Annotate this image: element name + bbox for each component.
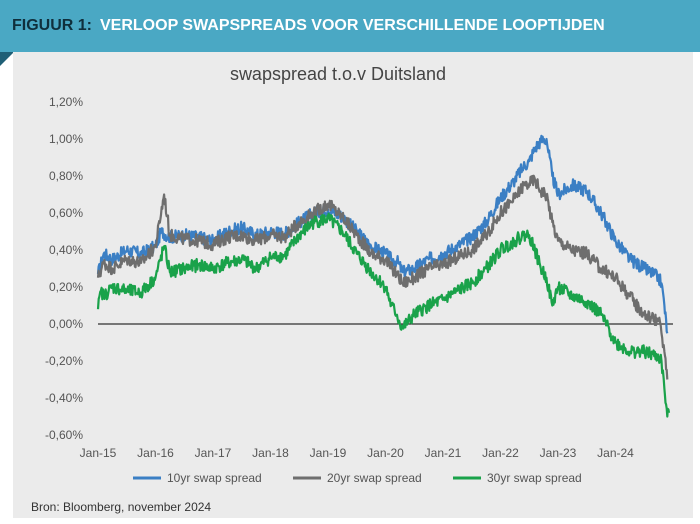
y-tick-label: 1,00% — [49, 132, 83, 146]
figure-label: FIGUUR 1: — [12, 17, 92, 34]
x-axis: Jan-15 Jan-16 Jan-17 Jan-18 Jan-19 Jan-20 Jan-… — [80, 446, 635, 460]
x-tick-label: Jan-20 — [367, 446, 404, 460]
y-tick-label: 0,40% — [49, 243, 83, 257]
figure-header: FIGUUR 1: VERLOOP SWAPSPREADS VOOR VERSCH… — [0, 0, 700, 52]
y-tick-label: 0,20% — [49, 280, 83, 294]
y-tick-label: -0,40% — [45, 391, 83, 405]
y-tick-label: 0,60% — [49, 206, 83, 220]
series-line-2 — [96, 174, 669, 380]
y-tick-label: -0,60% — [45, 428, 83, 442]
x-tick-label: Jan-18 — [252, 446, 289, 460]
x-tick-label: Jan-19 — [310, 446, 347, 460]
figure-title: FIGUUR 1: VERLOOP SWAPSPREADS VOOR VERSCH… — [12, 0, 605, 52]
legend-label-2: 20yr swap spread — [327, 471, 422, 485]
legend: 10yr swap spread 20yr swap spread 30yr swa… — [133, 471, 582, 485]
y-tick-label: 0,80% — [49, 169, 83, 183]
y-tick-label: 1,20% — [49, 95, 83, 109]
chart-title: swapspread t.o.v Duitsland — [230, 64, 446, 84]
legend-label-1: 10yr swap spread — [167, 471, 262, 485]
source-note: Bron: Bloomberg, november 2024 — [31, 500, 212, 514]
x-tick-label: Jan-17 — [195, 446, 232, 460]
series-lines — [96, 134, 671, 418]
chart-panel: swapspread t.o.v Duitsland 1,20% 1,00% 0,8… — [13, 52, 693, 518]
legend-label-3: 30yr swap spread — [487, 471, 582, 485]
chart: swapspread t.o.v Duitsland 1,20% 1,00% 0,8… — [45, 64, 673, 485]
x-tick-label: Jan-24 — [597, 446, 634, 460]
header-fold-decoration — [0, 52, 14, 66]
x-tick-label: Jan-21 — [425, 446, 462, 460]
y-axis: 1,20% 1,00% 0,80% 0,60% 0,40% 0,20% 0,00% -0,20… — [45, 95, 83, 442]
series-line-1 — [96, 134, 669, 334]
x-tick-label: Jan-23 — [540, 446, 577, 460]
series-line-3 — [96, 212, 671, 418]
figure-title-text: VERLOOP SWAPSPREADS VOOR VERSCHILLENDE L… — [100, 17, 605, 34]
x-tick-label: Jan-16 — [137, 446, 174, 460]
x-tick-label: Jan-15 — [80, 446, 117, 460]
x-tick-label: Jan-22 — [482, 446, 519, 460]
y-tick-label: -0,20% — [45, 354, 83, 368]
y-tick-label: 0,00% — [49, 317, 83, 331]
